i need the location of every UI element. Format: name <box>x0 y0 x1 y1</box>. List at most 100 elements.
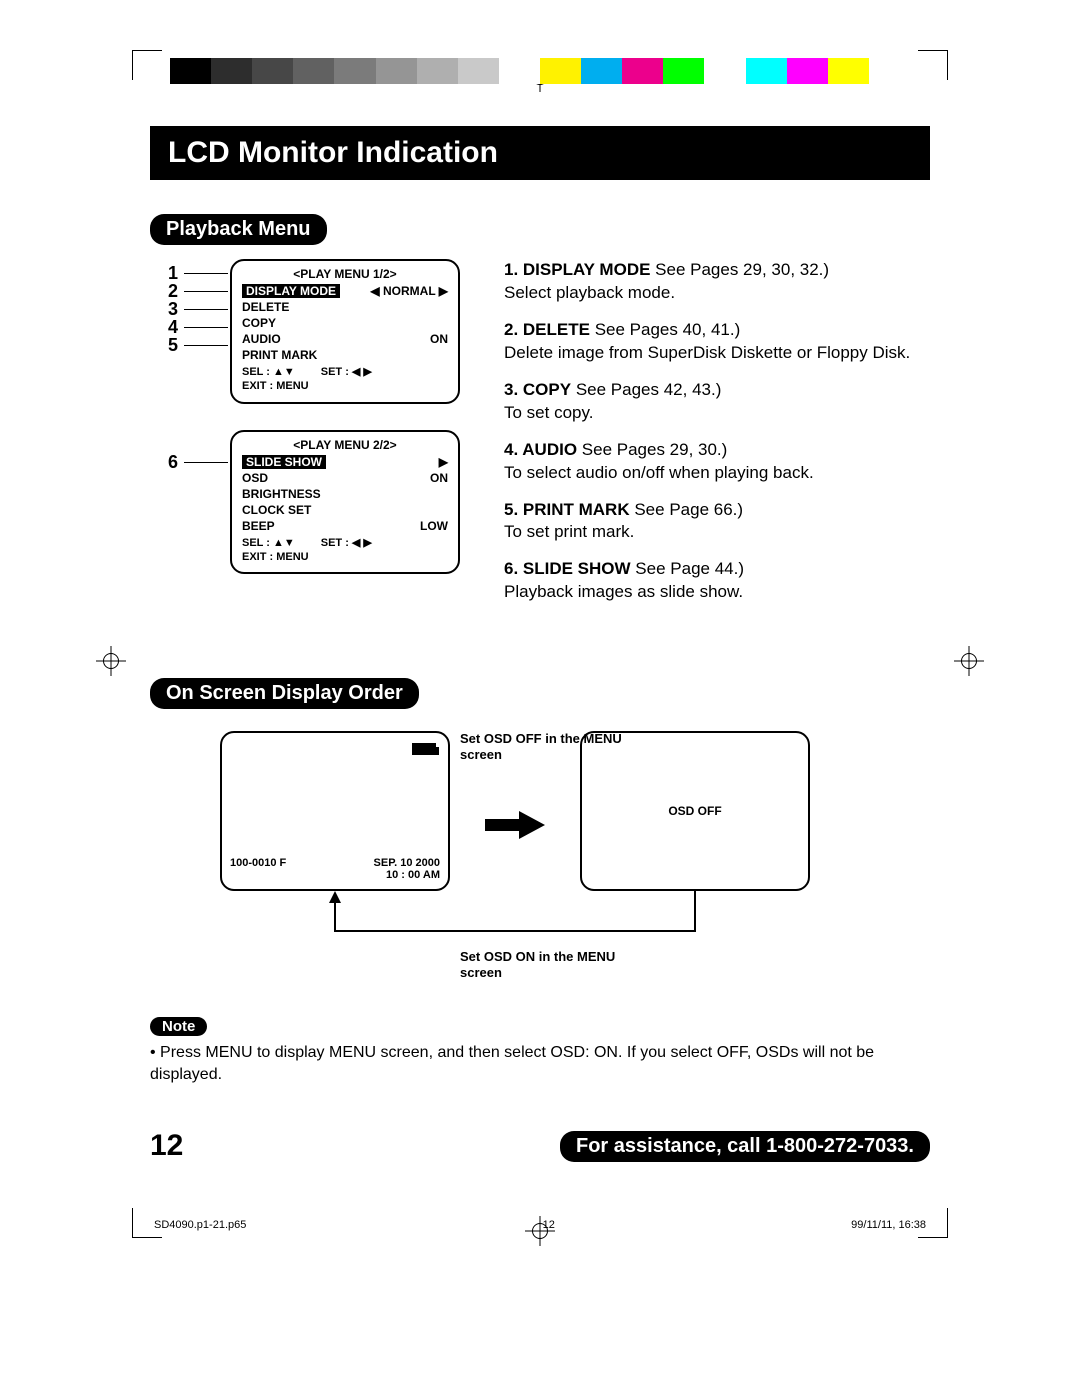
description-item: 5. PRINT MARK See Page 66.) To set print … <box>504 499 930 545</box>
menu-row-label: COPY <box>242 316 276 330</box>
callout-number: 5 <box>168 335 178 356</box>
page-title: LCD Monitor Indication <box>150 126 930 180</box>
menu-box-2: <PLAY MENU 2/2> SLIDE SHOW ▶ OSD ON BRIGHTNE… <box>230 430 460 575</box>
callout-line <box>184 327 228 328</box>
desc-body: To set print mark. <box>504 522 634 541</box>
desc-ref: See Pages 42, 43.) <box>571 380 721 399</box>
description-item: 3. COPY See Pages 42, 43.) To set copy. <box>504 379 930 425</box>
meta-page: 12 <box>543 1219 555 1231</box>
note-text: • Press MENU to display MENU screen, and… <box>150 1042 930 1085</box>
desc-lead: 2. DELETE <box>504 320 590 339</box>
note-section: Note • Press MENU to display MENU screen… <box>150 1017 930 1085</box>
osd-screen-off: OSD OFF <box>580 731 810 891</box>
menu-footer: SEL : ▲▼ SET : ◀ ▶ EXIT : MENU <box>242 365 448 394</box>
description-item: 1. DISPLAY MODE See Pages 29, 30, 32.) Se… <box>504 259 930 305</box>
menu-row: DELETE <box>242 299 448 315</box>
meta-file: SD4090.p1-21.p65 <box>154 1219 246 1231</box>
battery-icon <box>412 743 436 755</box>
note-label: Note <box>150 1017 207 1036</box>
menu-row: PRINT MARK <box>242 347 448 363</box>
menu-set: SET : ◀ ▶ <box>321 365 372 379</box>
page-footer: 12 For assistance, call 1-800-272-7033. <box>150 1129 930 1163</box>
page-number: 12 <box>150 1129 183 1163</box>
callout-line <box>184 273 228 274</box>
osd-caption-on: Set OSD ON in the MENU screen <box>460 949 660 980</box>
menu-row-label: DELETE <box>242 300 289 314</box>
menu-title: <PLAY MENU 1/2> <box>242 267 448 281</box>
menu-row: OSD ON <box>242 470 448 486</box>
menu-row-label: BEEP <box>242 519 275 533</box>
osd-date: SEP. 10 2000 10 : 00 AM <box>374 857 440 881</box>
print-colorbar <box>170 58 910 84</box>
desc-lead: 5. PRINT MARK <box>504 500 630 519</box>
menu-row-value: ◀ NORMAL ▶ <box>370 284 448 298</box>
menu-row: SLIDE SHOW ▶ <box>242 454 448 470</box>
callout-line <box>184 309 228 310</box>
registration-mark <box>954 646 984 676</box>
callout-number: 6 <box>168 452 178 473</box>
desc-lead: 4. AUDIO <box>504 440 577 459</box>
menu-row: AUDIO ON <box>242 331 448 347</box>
menu-row: COPY <box>242 315 448 331</box>
playback-menu-block: <PLAY MENU 1/2> DISPLAY MODE ◀ NORMAL ▶ DE… <box>150 259 930 618</box>
menu-row: CLOCK SET <box>242 502 448 518</box>
menu-row: BEEP LOW <box>242 518 448 534</box>
menu-row-value: ON <box>430 471 448 485</box>
menu-row-label: DISPLAY MODE <box>242 284 340 298</box>
menu-descriptions: 1. DISPLAY MODE See Pages 29, 30, 32.) Se… <box>480 259 930 618</box>
menu-exit: EXIT : MENU <box>242 550 448 564</box>
description-item: 4. AUDIO See Pages 29, 30.) To select aud… <box>504 439 930 485</box>
menu-diagrams: <PLAY MENU 1/2> DISPLAY MODE ◀ NORMAL ▶ DE… <box>150 259 480 618</box>
section-osd-order: On Screen Display Order <box>150 678 419 709</box>
menu-exit: EXIT : MENU <box>242 379 448 393</box>
osd-id: 100-0010 F <box>230 857 286 881</box>
menu-sel: SEL : ▲▼ <box>242 365 295 379</box>
desc-ref: See Pages 40, 41.) <box>590 320 740 339</box>
assistance-phone: For assistance, call 1-800-272-7033. <box>560 1131 930 1162</box>
desc-ref: See Page 66.) <box>630 500 743 519</box>
menu-row-label: PRINT MARK <box>242 348 317 362</box>
osd-info: 100-0010 F SEP. 10 2000 10 : 00 AM <box>230 857 440 881</box>
print-metadata: SD4090.p1-21.p65 12 99/11/11, 16:38 <box>150 1219 930 1231</box>
desc-body: Playback images as slide show. <box>504 582 743 601</box>
desc-lead: 6. SLIDE SHOW <box>504 559 631 578</box>
desc-ref: See Page 44.) <box>631 559 744 578</box>
desc-ref: See Pages 29, 30, 32.) <box>650 260 829 279</box>
desc-body: Select playback mode. <box>504 283 675 302</box>
menu-set: SET : ◀ ▶ <box>321 536 372 550</box>
menu-box-1: <PLAY MENU 1/2> DISPLAY MODE ◀ NORMAL ▶ DE… <box>230 259 460 404</box>
menu-row-label: CLOCK SET <box>242 503 311 517</box>
meta-date: 99/11/11, 16:38 <box>851 1219 926 1231</box>
menu-row: DISPLAY MODE ◀ NORMAL ▶ <box>242 283 448 299</box>
osd-diagram: 100-0010 F SEP. 10 2000 10 : 00 AM Set O… <box>150 731 930 1011</box>
desc-body: To select audio on/off when playing back… <box>504 463 814 482</box>
description-item: 2. DELETE See Pages 40, 41.) Delete image… <box>504 319 930 365</box>
menu-footer: SEL : ▲▼ SET : ◀ ▶ EXIT : MENU <box>242 536 448 565</box>
desc-body: Delete image from SuperDisk Diskette or … <box>504 343 910 362</box>
menu-row-label: OSD <box>242 471 268 485</box>
menu-row: BRIGHTNESS <box>242 486 448 502</box>
menu-title: <PLAY MENU 2/2> <box>242 438 448 452</box>
callout-line <box>184 462 228 463</box>
description-item: 6. SLIDE SHOW See Page 44.) Playback imag… <box>504 558 930 604</box>
menu-row-value: ON <box>430 332 448 346</box>
menu-row-label: SLIDE SHOW <box>242 455 326 469</box>
osd-screen-on: 100-0010 F SEP. 10 2000 10 : 00 AM <box>220 731 450 891</box>
menu-sel: SEL : ▲▼ <box>242 536 295 550</box>
section-playback-menu: Playback Menu <box>150 214 327 245</box>
menu-row-value: LOW <box>420 519 448 533</box>
osd-off-label: OSD OFF <box>668 804 721 818</box>
menu-row-label: AUDIO <box>242 332 281 346</box>
arrow-right-icon <box>485 811 545 839</box>
menu-row-value: ▶ <box>439 455 448 469</box>
callout-line <box>184 291 228 292</box>
desc-lead: 1. DISPLAY MODE <box>504 260 650 279</box>
menu-row-label: BRIGHTNESS <box>242 487 321 501</box>
desc-ref: See Pages 29, 30.) <box>577 440 727 459</box>
desc-lead: 3. COPY <box>504 380 571 399</box>
page-content: LCD Monitor Indication Playback Menu <PL… <box>150 40 930 1231</box>
flow-line <box>330 891 700 951</box>
desc-body: To set copy. <box>504 403 593 422</box>
callout-line <box>184 345 228 346</box>
registration-mark <box>96 646 126 676</box>
